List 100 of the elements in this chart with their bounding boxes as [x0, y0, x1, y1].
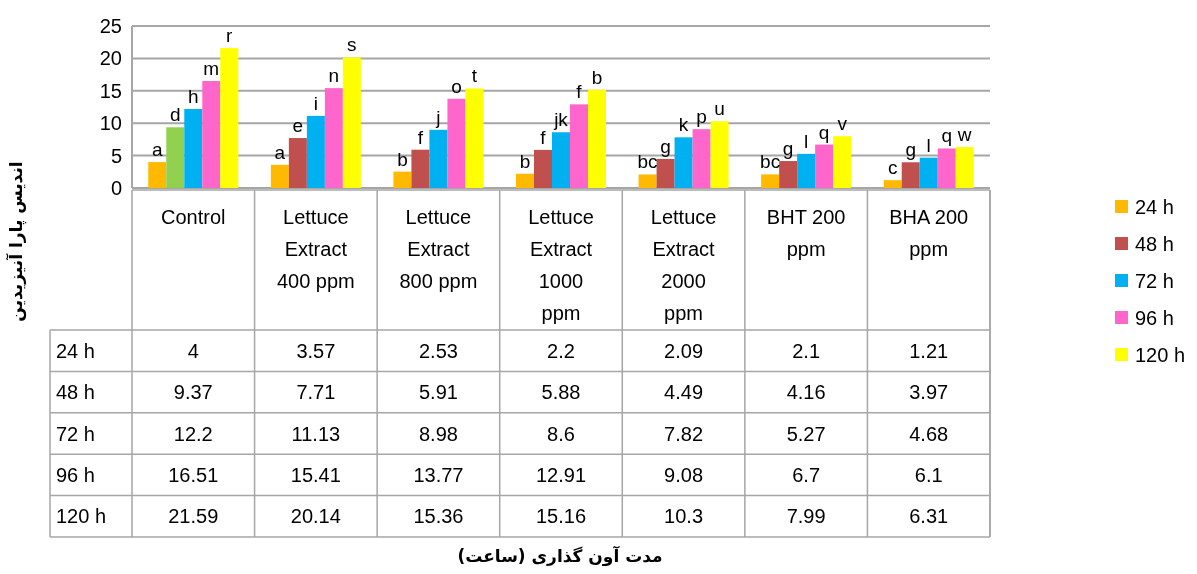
annotation: bc — [637, 151, 658, 173]
data-label: 3.57 — [296, 339, 336, 362]
bar — [148, 162, 167, 188]
annotation: q — [818, 121, 830, 143]
legend-label: 96 h — [1135, 307, 1174, 329]
data-label: 4.16 — [786, 381, 826, 404]
bar — [447, 98, 466, 188]
annotation: g — [660, 135, 671, 157]
data-label: 8.6 — [547, 422, 575, 445]
data-label: 12.2 — [173, 422, 213, 445]
data-label: 4.49 — [664, 381, 704, 404]
text: 48 h — [56, 381, 95, 404]
y-tick-label: 25 — [99, 15, 122, 37]
bar — [411, 149, 430, 188]
x-tick-label: Control — [161, 206, 226, 228]
annotation: f — [417, 126, 424, 148]
bar — [393, 171, 412, 188]
bar — [202, 81, 221, 188]
bar — [184, 108, 203, 188]
data-label: 5.27 — [786, 422, 826, 445]
data-label: 8.98 — [418, 422, 458, 445]
legend-label: 24 h — [1135, 196, 1174, 218]
data-label: 2.53 — [418, 339, 458, 362]
annotation: g — [782, 138, 794, 160]
text: 24 h — [56, 339, 95, 362]
bar — [797, 153, 816, 188]
bar — [710, 121, 729, 188]
annotation: b — [591, 66, 603, 88]
data-label: 3.97 — [909, 381, 949, 404]
annotation: q — [941, 125, 952, 147]
bar — [342, 57, 361, 188]
bar — [552, 132, 570, 188]
x-tick-label: Lettuce Extract 1000 ppm — [528, 206, 594, 324]
bar — [270, 164, 289, 188]
bar — [901, 162, 920, 188]
text: مدت آون گذاری (ساعت) — [457, 545, 663, 567]
bar — [937, 148, 956, 188]
bar — [429, 129, 448, 188]
bar — [516, 173, 534, 188]
bar — [656, 158, 675, 188]
data-label: 2.09 — [664, 339, 704, 362]
y-tick-label: 20 — [99, 47, 122, 70]
data-label: 9.37 — [173, 381, 213, 404]
bar — [674, 137, 693, 188]
x-tick-label: BHA 200 ppm — [889, 206, 969, 260]
x-tick-label: Lettuce Extract 2000 ppm — [650, 206, 717, 324]
annotation: k — [678, 114, 689, 136]
data-label: 12.91 — [535, 463, 587, 486]
annotation: n — [328, 65, 340, 87]
data-label: 6.31 — [909, 505, 949, 528]
annotation: r — [226, 25, 234, 47]
annotation: p — [696, 106, 707, 128]
y-axis-title: اندیس پارا آنیزیدین — [5, 161, 27, 322]
bar — [779, 161, 798, 188]
x-tick-label: Lettuce Extract 400 ppm — [276, 206, 355, 292]
bar — [220, 48, 239, 188]
x-tick-label: BHT 200 ppm — [766, 206, 846, 260]
data-label: 4 — [187, 339, 199, 362]
data-label: 11.13 — [291, 422, 341, 445]
annotation: v — [837, 113, 848, 135]
data-label: 15.16 — [535, 505, 587, 528]
data-label: 6.1 — [914, 463, 943, 486]
annotation: f — [540, 126, 547, 148]
annotation: o — [451, 75, 462, 97]
annotation: c — [887, 157, 898, 179]
text: 120 h — [56, 505, 107, 528]
data-label: 6.7 — [792, 463, 821, 486]
data-label: 5.88 — [541, 381, 581, 404]
annotation: e — [292, 115, 304, 137]
annotation: a — [152, 139, 163, 161]
annotation: f — [576, 81, 583, 103]
annotation: l — [804, 130, 809, 152]
annotation: l — [926, 134, 931, 156]
bar — [166, 127, 185, 188]
data-label: 20.14 — [290, 505, 341, 528]
text: 96 h — [56, 463, 95, 486]
bar — [883, 180, 902, 188]
bar — [955, 147, 974, 188]
annotation: h — [188, 85, 199, 107]
data-label: 15.36 — [413, 505, 464, 528]
data-label: 7.71 — [296, 381, 336, 404]
bar — [815, 144, 834, 188]
data-label: 1.21 — [909, 339, 949, 362]
bar — [534, 149, 552, 188]
legend-label: 120 h — [1135, 344, 1186, 366]
data-label: 10.3 — [664, 505, 704, 528]
annotation: b — [519, 150, 531, 172]
y-tick-label: 0 — [110, 177, 122, 199]
annotation: s — [347, 34, 357, 56]
data-label: 4.68 — [909, 422, 949, 445]
annotation: w — [956, 124, 972, 146]
bar — [288, 138, 307, 188]
annotation: m — [203, 58, 220, 80]
x-tick-label: Lettuce Extract 800 ppm — [399, 206, 478, 292]
bar — [638, 174, 657, 188]
bar — [833, 136, 852, 188]
bar — [306, 115, 325, 188]
bar — [692, 129, 711, 188]
data-label: 9.08 — [664, 463, 704, 486]
bar — [588, 89, 606, 188]
